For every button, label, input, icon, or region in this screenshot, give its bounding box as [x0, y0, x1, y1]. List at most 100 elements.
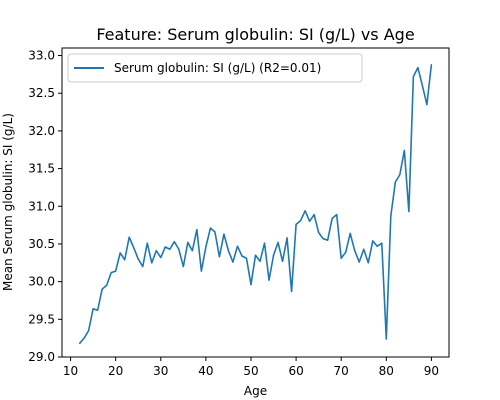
- legend-box: [67, 53, 363, 83]
- data-point: [187, 241, 189, 244]
- data-point: [200, 270, 202, 272]
- data-point: [322, 238, 324, 240]
- data-point: [286, 237, 288, 239]
- data-point: [119, 252, 121, 254]
- data-point: [309, 220, 311, 222]
- data-point: [155, 250, 157, 252]
- data-point: [160, 256, 162, 259]
- x-tick-labels: 10 20 30 40 50 60 70 80 90: [63, 364, 439, 378]
- data-point: [358, 261, 360, 263]
- x-tick-label: 60: [288, 364, 303, 378]
- data-point: [340, 257, 342, 259]
- plot-frame: [61, 47, 450, 358]
- x-tick-label: 20: [108, 364, 123, 378]
- data-point: [295, 223, 297, 225]
- data-point: [403, 149, 405, 152]
- y-tick-label: 31.0: [28, 199, 55, 213]
- data-point: [151, 262, 153, 264]
- data-point: [142, 265, 144, 268]
- data-point: [281, 260, 284, 262]
- data-point: [385, 338, 387, 340]
- x-axis-label: Age: [244, 384, 267, 398]
- y-tick-label: 32.0: [28, 124, 55, 138]
- data-point: [421, 85, 423, 87]
- data-point: [173, 241, 175, 243]
- data-point: [137, 258, 139, 260]
- data-point: [394, 181, 396, 183]
- data-point: [277, 241, 279, 244]
- data-point: [245, 257, 248, 259]
- data-point: [232, 261, 234, 263]
- data-point: [209, 227, 211, 229]
- y-tick-label: 29.5: [28, 312, 55, 326]
- data-point: [399, 174, 401, 176]
- y-tick-label: 30.5: [28, 237, 55, 251]
- data-point: [133, 247, 135, 249]
- data-point: [214, 231, 216, 233]
- x-tick-label: 70: [334, 364, 349, 378]
- data-point: [191, 250, 193, 252]
- y-axis-label: Mean Serum globulin: SI (g/L): [1, 113, 15, 291]
- data-point: [146, 242, 148, 244]
- data-point: [372, 240, 374, 242]
- data-point: [354, 250, 356, 252]
- x-tick-label: 50: [243, 364, 258, 378]
- data-point: [164, 246, 166, 248]
- data-point: [236, 245, 239, 247]
- data-point: [97, 309, 99, 311]
- data-point: [345, 251, 347, 253]
- y-tick-label: 30.0: [28, 275, 55, 289]
- data-point: [313, 213, 315, 216]
- data-point: [417, 67, 419, 69]
- data-point: [336, 213, 338, 216]
- y-tick-labels: 29.0 29.5 30.0 30.5 31.0 31.5 32.0 32.5 33.0: [28, 49, 55, 364]
- data-point: [318, 232, 320, 234]
- x-tick-label: 80: [379, 364, 394, 378]
- data-point: [331, 217, 333, 219]
- data-point: [196, 229, 198, 231]
- data-point: [290, 290, 293, 293]
- data-point: [376, 245, 378, 247]
- data-point: [178, 248, 180, 250]
- x-tick-label: 10: [63, 364, 78, 378]
- data-point: [182, 265, 184, 268]
- data-point: [101, 288, 103, 290]
- data-point: [363, 248, 365, 250]
- x-tick-label: 40: [198, 364, 213, 378]
- data-point: [115, 270, 117, 272]
- legend: Serum globulin: SI (g/L) (R2=0.01): [67, 53, 363, 83]
- data-point: [381, 242, 383, 244]
- data-point: [92, 308, 94, 310]
- data-point: [110, 271, 112, 274]
- axis-ticks: [58, 55, 432, 361]
- data-point: [106, 284, 108, 286]
- legend-label: Serum globulin: SI (g/L) (R2=0.01): [114, 61, 321, 75]
- data-point: [349, 232, 351, 234]
- y-tick-label: 32.5: [28, 86, 55, 100]
- data-point: [83, 337, 85, 339]
- data-point: [124, 259, 126, 261]
- data-point: [300, 219, 302, 222]
- data-point: [128, 236, 130, 238]
- chart-title: Feature: Serum globulin: SI (g/L) vs Age: [96, 25, 414, 44]
- data-point: [241, 255, 243, 257]
- data-point: [218, 256, 221, 258]
- data-point: [88, 330, 90, 332]
- data-point: [430, 63, 433, 66]
- x-tick-label: 90: [424, 364, 439, 378]
- data-point: [250, 284, 252, 286]
- data-point: [412, 76, 414, 78]
- data-point: [169, 248, 171, 250]
- data-point: [272, 254, 275, 256]
- data-point: [263, 242, 266, 244]
- data-point: [304, 210, 306, 212]
- data-point: [259, 260, 261, 262]
- data-point: [367, 262, 369, 264]
- data-point: [408, 210, 410, 213]
- data-point: [223, 233, 225, 235]
- data-point: [205, 246, 207, 248]
- data-point: [227, 250, 230, 252]
- y-tick-label: 29.0: [28, 350, 55, 364]
- series-line: [78, 64, 433, 344]
